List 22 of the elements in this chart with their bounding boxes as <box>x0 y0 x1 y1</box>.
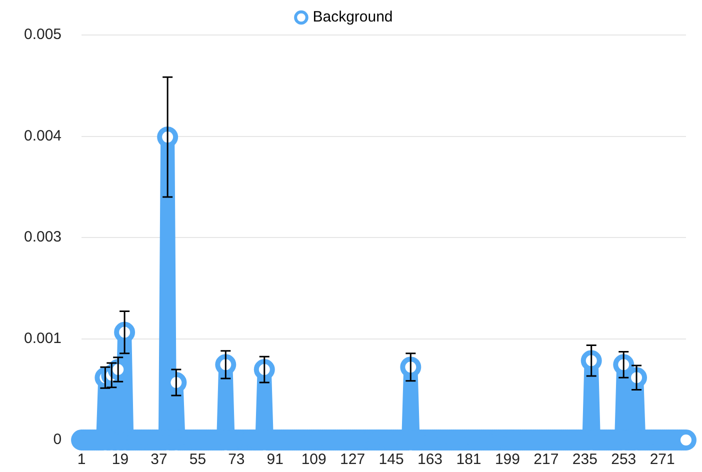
y-tick-label: 0.003 <box>24 228 62 246</box>
x-tick-label: 271 <box>650 451 675 468</box>
x-tick-label: 109 <box>301 451 326 468</box>
x-tick-label: 163 <box>418 451 443 468</box>
x-tick-label: 253 <box>611 451 636 468</box>
x-tick-label: 73 <box>228 451 245 468</box>
x-tick-label: 199 <box>494 451 520 468</box>
x-tick-label: 235 <box>572 451 598 468</box>
x-tick-label: 127 <box>340 451 366 468</box>
x-tick-label: 145 <box>378 451 404 468</box>
x-tick-label: 19 <box>112 451 129 468</box>
y-tick-label: 0.004 <box>24 127 62 144</box>
y-tick-label: 0 <box>53 431 62 448</box>
x-tick-label: 217 <box>534 451 559 468</box>
y-tick-label: 0.001 <box>24 330 62 347</box>
x-tick-label: 1 <box>77 451 86 468</box>
x-tick-label: 55 <box>189 451 206 468</box>
x-tick-label: 37 <box>150 451 168 468</box>
legend-label: Background <box>312 8 393 26</box>
y-tick-label: 0.005 <box>24 26 62 44</box>
x-tick-label: 91 <box>266 451 284 468</box>
x-tick-label: 181 <box>456 451 482 468</box>
